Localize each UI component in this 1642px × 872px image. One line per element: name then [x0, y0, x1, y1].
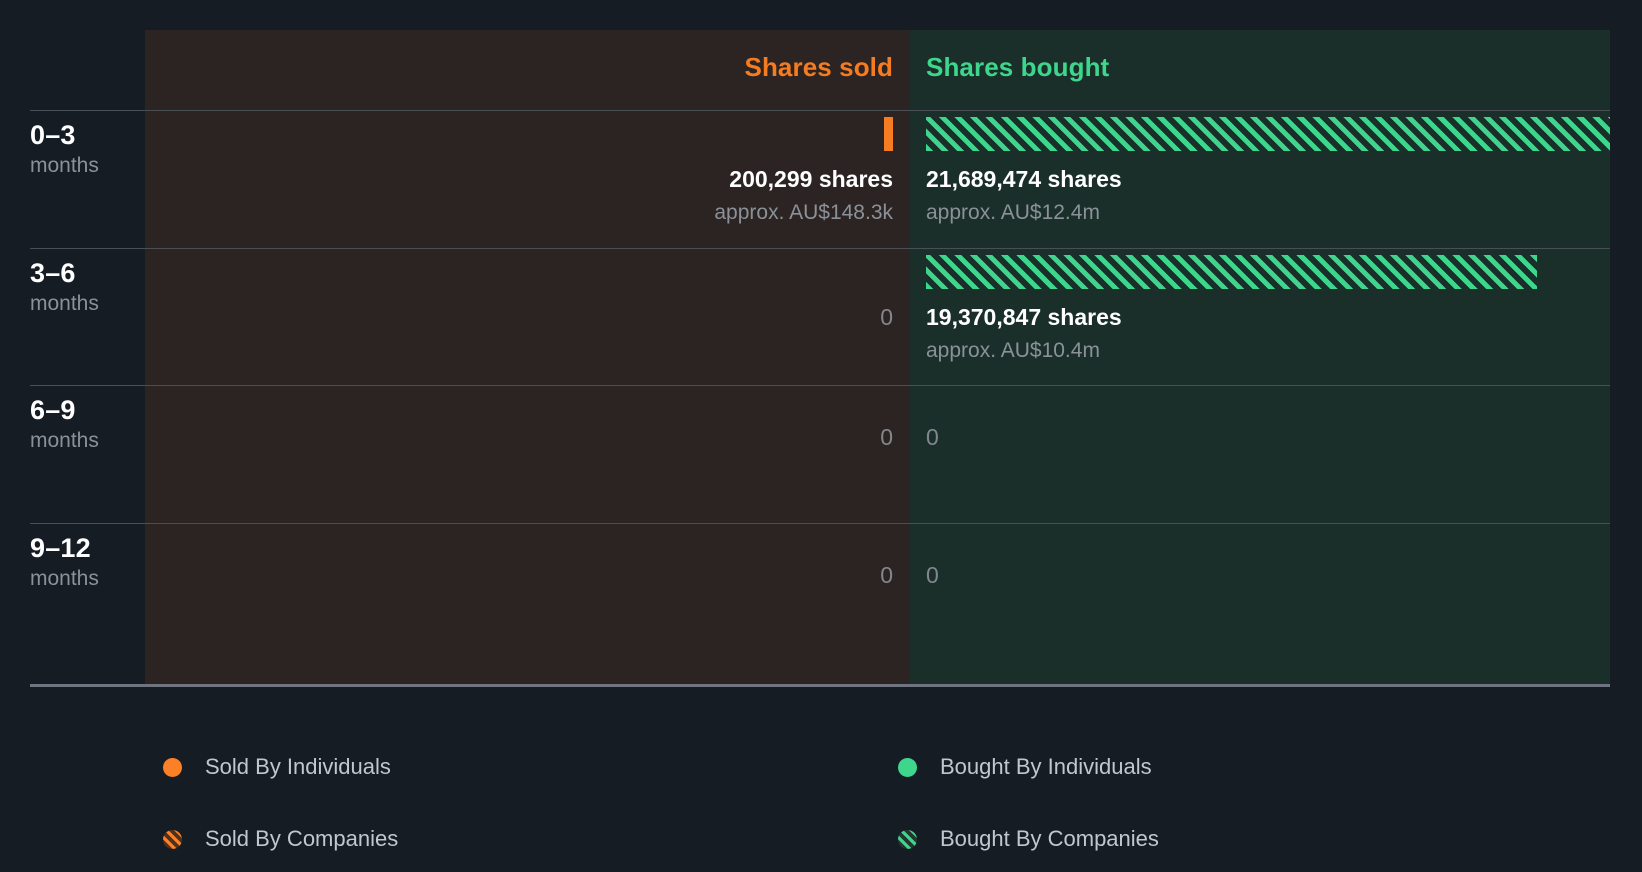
chart-row: 9–12 months 0 0 [0, 523, 1610, 684]
legend-label: Sold By Individuals [205, 754, 391, 779]
legend-item[interactable]: Bought By Individuals [898, 754, 1152, 780]
baseline-axis [30, 684, 1610, 687]
legend-swatch-solid-green-icon [898, 757, 917, 777]
sold-value-group: 0 [145, 303, 893, 332]
bought-approx-value: approx. AU$10.4m [926, 338, 1100, 362]
row-period-label: 3–6 months [30, 259, 140, 319]
row-period-range: 9–12 [30, 533, 91, 563]
bought-value-group: 0 [926, 423, 1610, 452]
row-period-unit: months [30, 292, 99, 316]
bought-value-group: 19,370,847 shares approx. AU$10.4m [926, 303, 1610, 365]
row-period-label: 6–9 months [30, 396, 140, 456]
sold-bar[interactable] [145, 117, 893, 151]
row-separator [30, 523, 1610, 524]
sold-value-group: 200,299 shares approx. AU$148.3k [145, 165, 893, 227]
sold-approx-value: approx. AU$148.3k [714, 200, 893, 224]
row-period-unit: months [30, 567, 99, 591]
bought-bar-fill [926, 255, 1537, 289]
row-period-range: 0–3 [30, 120, 76, 150]
bought-value-group: 21,689,474 shares approx. AU$12.4m [926, 165, 1610, 227]
row-separator [30, 110, 1610, 111]
legend-label: Bought By Individuals [940, 754, 1152, 779]
legend-label: Sold By Companies [205, 826, 399, 851]
sold-bar-fill [884, 117, 893, 151]
sold-value-group: 0 [145, 423, 893, 452]
row-period-range: 6–9 [30, 395, 76, 425]
bought-bar-fill [926, 117, 1610, 151]
row-separator [30, 385, 1610, 386]
bought-shares-value: 0 [926, 424, 939, 450]
sold-shares-value: 200,299 shares [729, 166, 893, 192]
shares-bought-header: Shares bought [926, 52, 1110, 82]
sold-shares-value: 0 [880, 562, 893, 588]
sold-shares-value: 0 [880, 424, 893, 450]
chart-row: 0–3 months 200,299 shares approx. AU$148.3k… [0, 110, 1610, 248]
bought-shares-value: 21,689,474 shares [926, 166, 1122, 192]
legend-swatch-hatch-green-icon [898, 829, 917, 849]
row-period-label: 9–12 months [30, 534, 140, 594]
bought-bar[interactable] [926, 255, 1610, 289]
legend-item[interactable]: Sold By Companies [163, 826, 398, 852]
chart-row: 3–6 months 0 19,370,847 shares approx. AU$10… [0, 248, 1610, 385]
row-period-unit: months [30, 429, 99, 453]
bought-shares-value: 0 [926, 562, 939, 588]
legend-item[interactable]: Bought By Companies [898, 826, 1159, 852]
row-period-label: 0–3 months [30, 121, 140, 181]
legend-swatch-hatch-orange-icon [163, 829, 182, 849]
bought-approx-value: approx. AU$12.4m [926, 200, 1100, 224]
shares-sold-header: Shares sold [744, 52, 893, 82]
sold-column-panel [145, 30, 910, 684]
sold-shares-value: 0 [880, 304, 893, 330]
chart-legend: Sold By Individuals Bought By Individuals… [0, 730, 1642, 860]
row-period-range: 3–6 [30, 258, 76, 288]
bought-shares-value: 19,370,847 shares [926, 304, 1122, 330]
legend-swatch-solid-orange-icon [163, 757, 182, 777]
bought-value-group: 0 [926, 561, 1610, 590]
row-period-unit: months [30, 154, 99, 178]
chart-row: 6–9 months 0 0 [0, 385, 1610, 523]
bought-bar[interactable] [926, 117, 1610, 151]
row-separator [30, 248, 1610, 249]
sold-value-group: 0 [145, 561, 893, 590]
legend-item[interactable]: Sold By Individuals [163, 754, 391, 780]
legend-label: Bought By Companies [940, 826, 1159, 851]
